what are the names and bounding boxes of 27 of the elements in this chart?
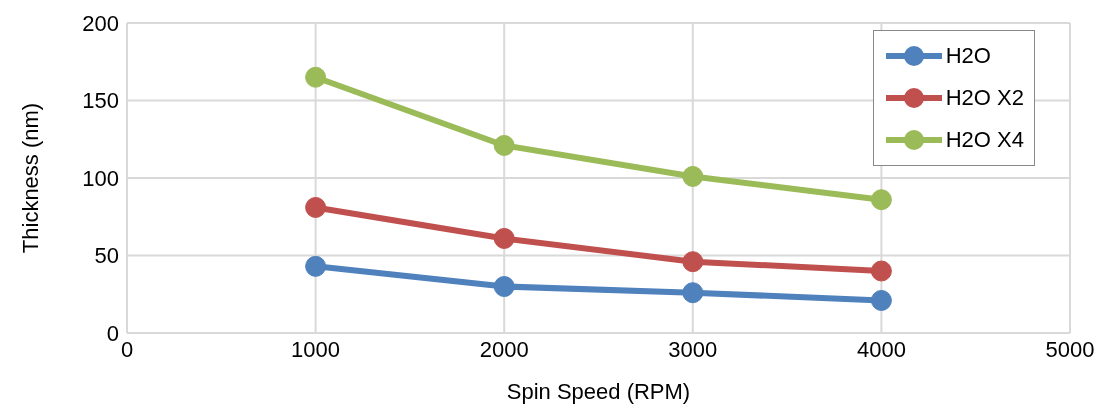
y-tick-label: 100 <box>82 165 119 191</box>
x-tick-label: 5000 <box>1045 336 1095 362</box>
legend-label: H2O X2 <box>945 85 1024 111</box>
x-axis-title: Spin Speed (RPM) <box>506 379 691 404</box>
point <box>305 196 327 218</box>
x-tick-label: 3000 <box>668 336 718 362</box>
point <box>682 165 704 187</box>
point <box>305 255 327 277</box>
y-tick-label: 50 <box>94 243 119 269</box>
point <box>870 189 892 211</box>
point <box>493 134 515 156</box>
legend-label: H2O <box>945 43 991 69</box>
x-tick-label: 4000 <box>856 336 906 362</box>
y-axis-title: Thickness (nm) <box>17 102 43 254</box>
point <box>870 260 892 282</box>
point <box>870 289 892 311</box>
x-tick-label: 2000 <box>479 336 529 362</box>
x-tick-label: 1000 <box>291 336 341 362</box>
y-tick-label: 200 <box>82 10 119 36</box>
point <box>305 66 327 88</box>
point <box>493 227 515 249</box>
y-tick-label: 150 <box>82 88 119 114</box>
y-tick-label: 0 <box>106 320 119 346</box>
point <box>682 251 704 273</box>
point <box>682 282 704 304</box>
legend-label: H2O X4 <box>945 127 1024 153</box>
point <box>493 276 515 297</box>
